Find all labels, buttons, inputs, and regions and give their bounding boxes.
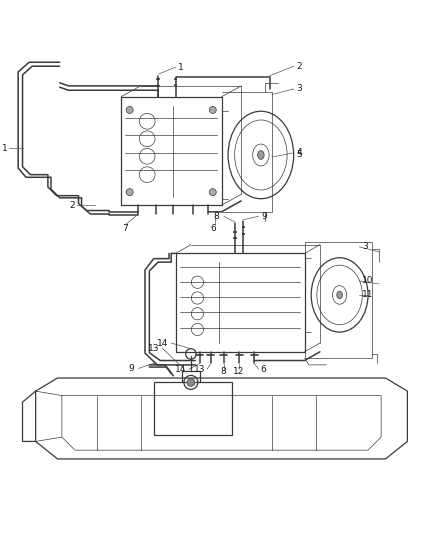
Circle shape	[126, 189, 133, 196]
Circle shape	[209, 107, 216, 114]
Ellipse shape	[337, 291, 343, 298]
Text: 9: 9	[128, 364, 134, 373]
Text: 13: 13	[194, 365, 205, 374]
Text: 3: 3	[362, 243, 367, 252]
Bar	[176, 253, 304, 352]
Text: 7: 7	[123, 223, 128, 232]
Text: 6: 6	[261, 365, 266, 374]
Text: 8: 8	[221, 367, 226, 376]
Text: 6: 6	[211, 223, 216, 232]
Text: 12: 12	[233, 367, 245, 376]
Text: 1: 1	[178, 62, 184, 71]
Circle shape	[209, 189, 216, 196]
Text: 3: 3	[296, 84, 302, 93]
Text: 5: 5	[296, 150, 302, 159]
Circle shape	[126, 107, 133, 114]
Text: 2: 2	[69, 201, 75, 210]
Text: 9: 9	[261, 212, 267, 221]
Circle shape	[187, 378, 195, 386]
Text: 11: 11	[362, 290, 374, 300]
Text: 10: 10	[362, 277, 374, 286]
Text: 8: 8	[214, 212, 219, 221]
Text: 1: 1	[1, 144, 7, 153]
Text: 13: 13	[148, 344, 160, 353]
Text: 14: 14	[157, 338, 169, 348]
Text: 4: 4	[296, 148, 302, 157]
Text: 2: 2	[296, 62, 302, 71]
Bar	[154, 382, 233, 435]
Bar	[121, 97, 222, 205]
Ellipse shape	[258, 151, 264, 159]
Text: 14: 14	[175, 365, 187, 374]
Bar	[304, 243, 372, 358]
